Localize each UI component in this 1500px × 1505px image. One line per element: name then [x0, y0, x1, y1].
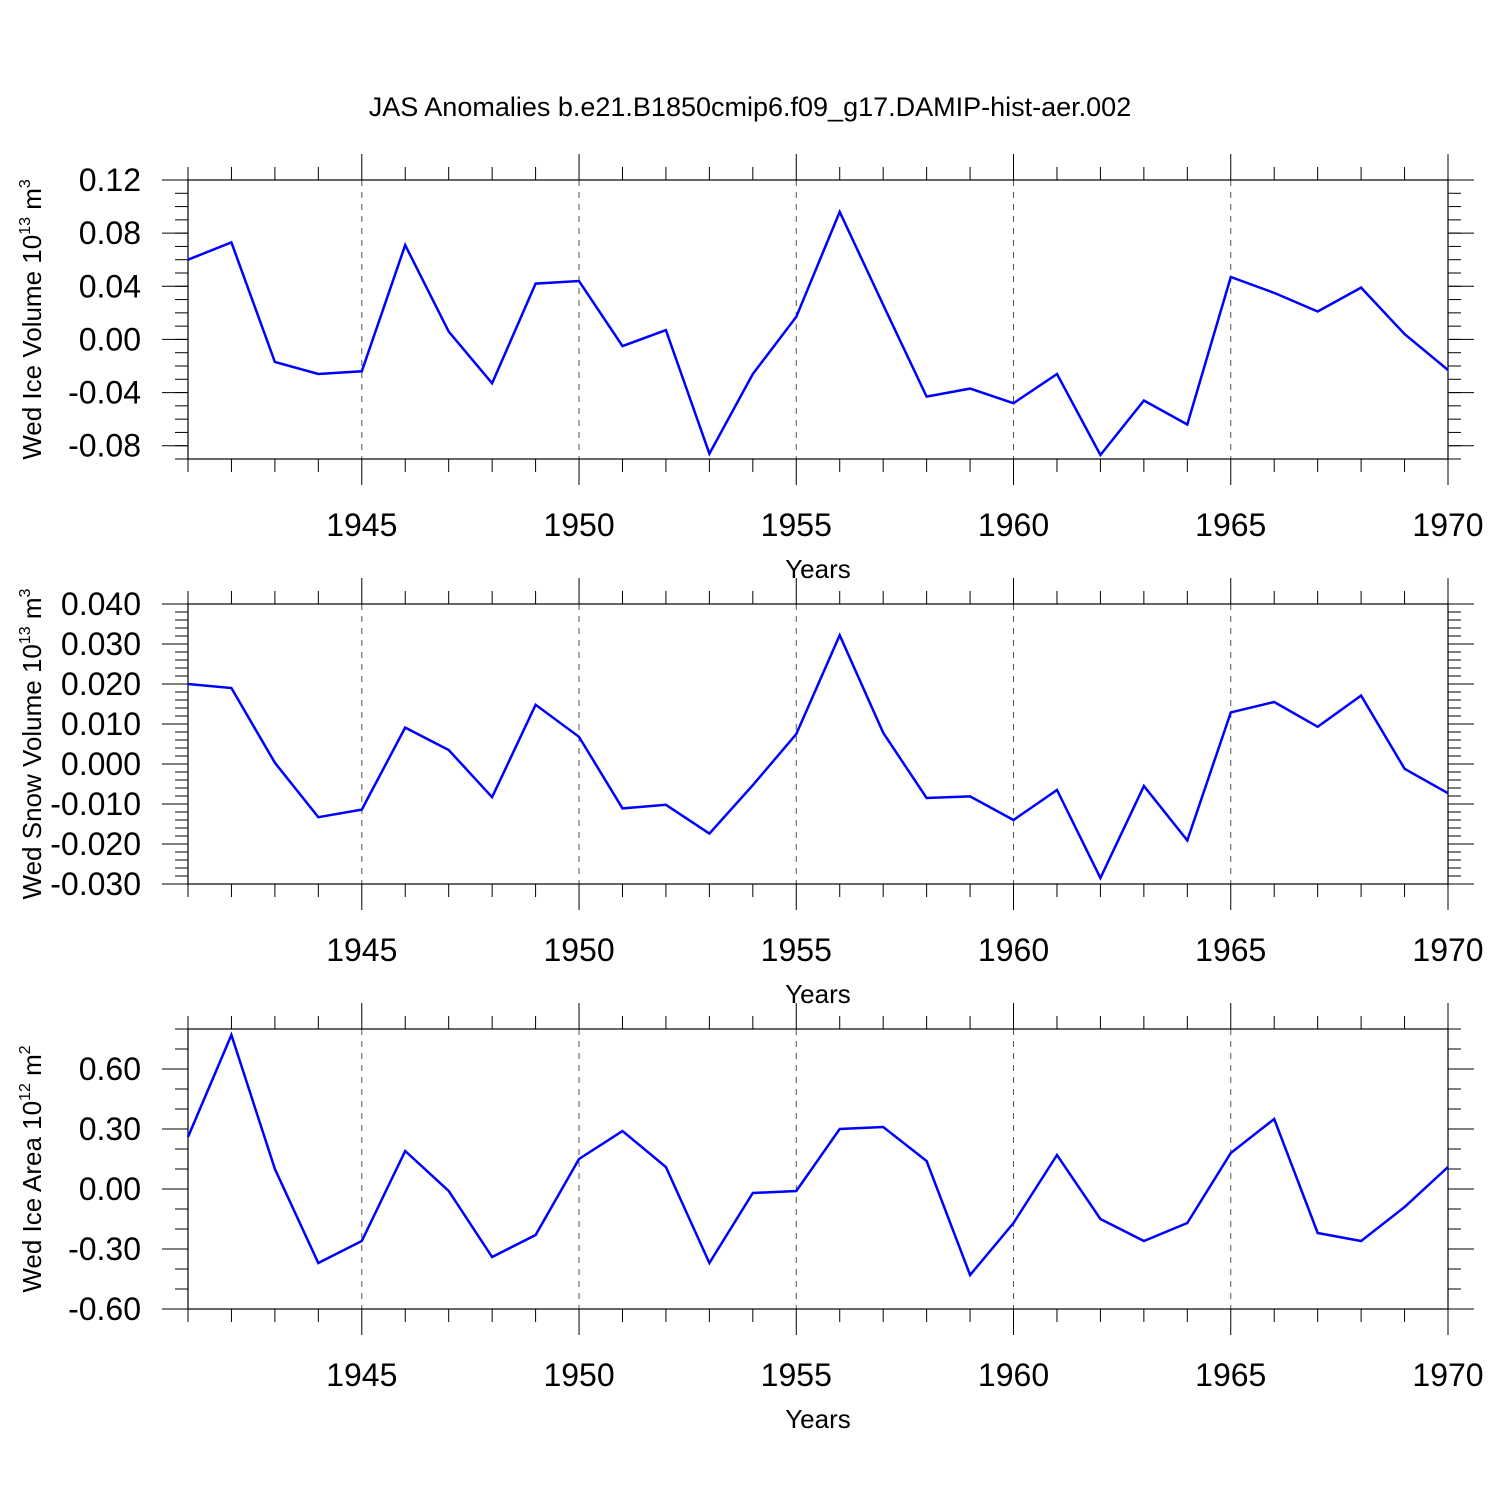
x-tick-label: 1955: [761, 507, 832, 543]
series-line-wed-ice-area: [186, 1031, 1449, 1278]
y-axis-title-superscript: 3: [17, 179, 34, 188]
y-tick-label: -0.30: [68, 1231, 141, 1267]
x-tick-label: 1970: [1412, 507, 1483, 543]
y-tick-label: -0.60: [68, 1291, 141, 1327]
y-axis-title-superscript: 13: [17, 626, 34, 644]
y-tick-label: 0.020: [61, 666, 141, 702]
x-tick-label: 1950: [543, 1357, 614, 1393]
x-tick-label: 1960: [978, 1357, 1049, 1393]
x-axis-title: Years: [785, 554, 851, 584]
y-tick-label: -0.04: [68, 375, 141, 411]
x-axis-title: Years: [785, 979, 851, 1009]
y-tick-label: 0.000: [61, 746, 141, 782]
y-tick-label: 0.00: [79, 1171, 141, 1207]
x-tick-label: 1945: [326, 507, 397, 543]
x-tick-label: 1970: [1412, 932, 1483, 968]
x-tick-label: 1965: [1195, 507, 1266, 543]
y-axis-title-part: Wed Snow Volume 10: [17, 644, 47, 899]
x-tick-label: 1945: [326, 932, 397, 968]
y-tick-label: 0.60: [79, 1051, 141, 1087]
x-tick-label: 1960: [978, 932, 1049, 968]
y-axis-title-part: Wed Ice Volume 10: [17, 235, 47, 460]
y-axis-title-part: m: [17, 188, 47, 217]
y-axis-title-superscript: 2: [17, 1045, 34, 1054]
x-tick-label: 1965: [1195, 932, 1266, 968]
y-tick-label: -0.030: [50, 866, 141, 902]
x-tick-label: 1970: [1412, 1357, 1483, 1393]
x-tick-label: 1965: [1195, 1357, 1266, 1393]
y-axis-title-superscript: 13: [17, 217, 34, 235]
x-tick-label: 1955: [761, 1357, 832, 1393]
y-axis-title-part: m: [17, 597, 47, 626]
y-axis-title: Wed Ice Volume 1013 m3: [17, 179, 47, 460]
y-tick-label: 0.30: [79, 1111, 141, 1147]
y-tick-label: -0.020: [50, 826, 141, 862]
series-line-wed-ice-volume: [187, 208, 1449, 458]
plot-frame: [187, 179, 1449, 460]
chart-panel-2: -0.030 -0.020 -0.010 0.000 0.010 0.020 0.030 0.…: [17, 578, 1484, 1009]
y-axis-title-superscript: 3: [17, 588, 34, 597]
y-tick-label: -0.08: [68, 428, 141, 464]
y-tick-label: 0.010: [61, 706, 141, 742]
y-axis-title-part: Wed Ice Area 10: [17, 1101, 47, 1293]
series-line-wed-snow-volume: [187, 632, 1449, 881]
y-axis-title-superscript: 12: [17, 1083, 34, 1101]
x-tick-label: 1960: [978, 507, 1049, 543]
y-tick-label: -0.010: [50, 786, 141, 822]
x-tick-label: 1955: [761, 932, 832, 968]
chart-title: JAS Anomalies b.e21.B1850cmip6.f09_g17.D…: [369, 92, 1131, 122]
y-tick-label: 0.00: [79, 321, 141, 357]
x-axis-title: Years: [785, 1404, 851, 1434]
x-tick-label: 1945: [326, 1357, 397, 1393]
y-axis-title-part: m: [17, 1054, 47, 1083]
chart-panel-1: -0.08 -0.04 0.00 0.04 0.08 0.12 1945 1950 1955 19…: [17, 154, 1484, 584]
plot-frame: [187, 603, 1449, 885]
y-tick-label: 0.08: [79, 215, 141, 251]
x-tick-label: 1950: [543, 932, 614, 968]
y-tick-label: 0.12: [79, 162, 141, 198]
y-axis-title: Wed Ice Area 1012 m2: [17, 1045, 47, 1292]
y-tick-label: 0.030: [61, 626, 141, 662]
y-tick-label: 0.04: [79, 268, 141, 304]
x-tick-label: 1950: [543, 507, 614, 543]
y-axis-title: Wed Snow Volume 1013 m3: [17, 588, 47, 899]
plot-frame: [187, 1028, 1449, 1310]
y-tick-label: 0.040: [61, 586, 141, 622]
chart-panel-3: -0.60 -0.30 0.00 0.30 0.60 1945 1950 1955 1960 19…: [17, 1003, 1484, 1434]
